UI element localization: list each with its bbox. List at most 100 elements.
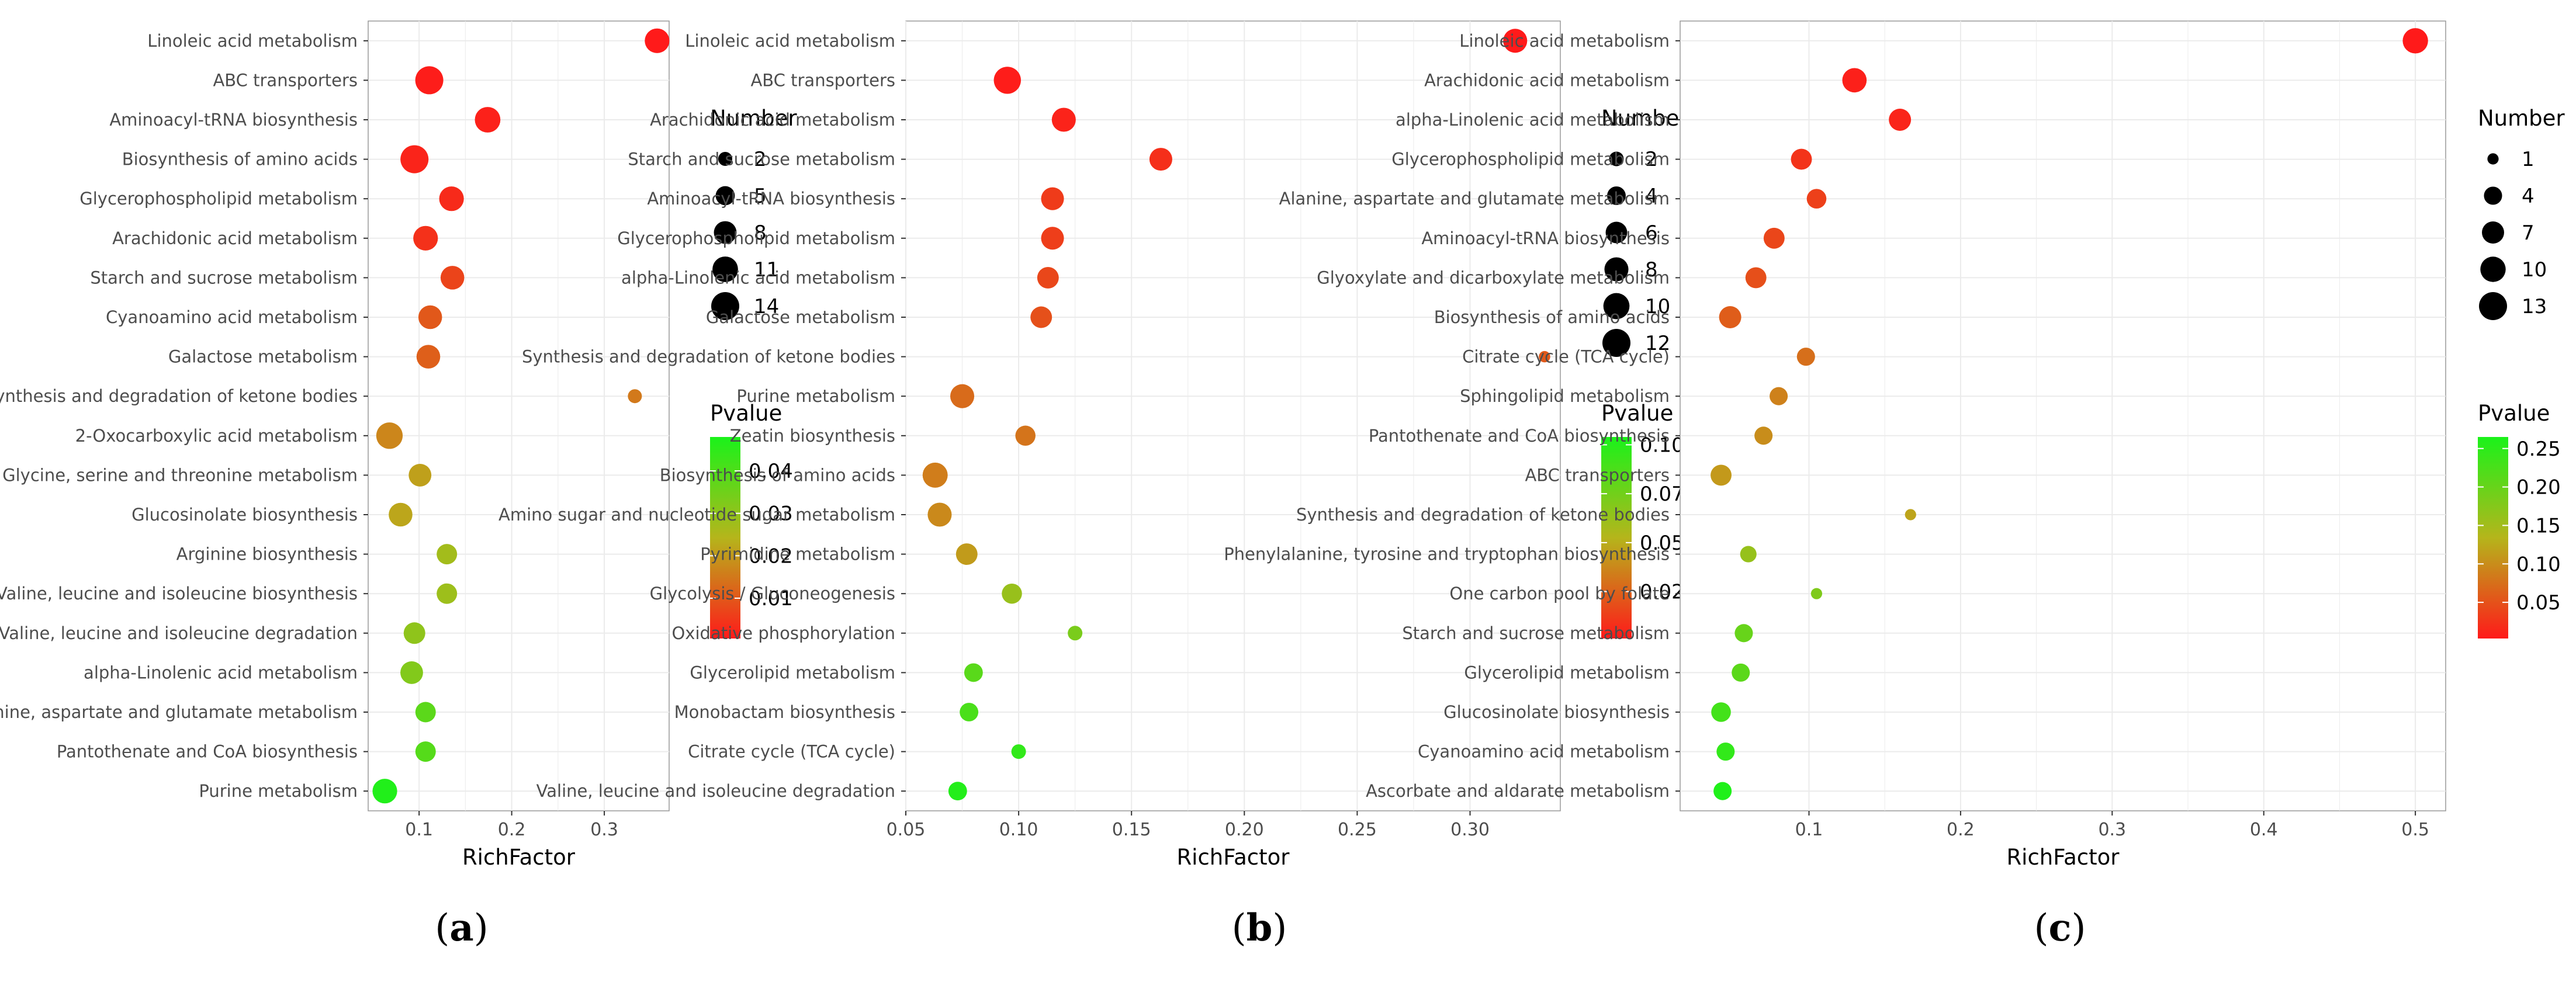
size-legend-dot [711, 292, 739, 320]
x-axis-title: RichFactor [1176, 845, 1290, 870]
data-point [1734, 624, 1753, 643]
data-point [1037, 266, 1059, 289]
data-point [1732, 663, 1750, 682]
size-legend-dot [1602, 329, 1630, 357]
color-legend: Pvalue 0.01 0.02 0.03 0.04 [710, 401, 793, 639]
data-point [1889, 109, 1912, 131]
data-point [376, 422, 403, 449]
data-point [1503, 29, 1528, 53]
category-label: Valine, leucine and isoleucine degradati… [536, 781, 895, 801]
size-legend-label: 1 [2522, 148, 2535, 171]
category-label: Galactose metabolism [168, 347, 358, 367]
x-tick-label: 0.4 [2250, 820, 2278, 840]
panel-label-open: ( [2034, 907, 2049, 950]
grid [905, 21, 1560, 811]
data-point [416, 345, 441, 369]
category-label: Glycolysis / Gluconeogenesis [650, 584, 895, 603]
panel-c: Linoleic acid metabolism Arachidonic acid… [1224, 20, 2565, 950]
category-label: Starch and sucrose metabolism [90, 268, 358, 287]
color-bar-label: 0.03 [749, 502, 793, 526]
category-label: Cyanoamino acid metabolism [106, 307, 358, 327]
panel-label: (b) [1232, 906, 1287, 950]
category-label: Biosynthesis of amino acids [660, 465, 895, 485]
data-point [1740, 546, 1757, 563]
category-label: Sphingolipid metabolism [1460, 386, 1670, 406]
data-point [927, 502, 952, 527]
category-label: Aminoacyl-tRNA biosynthesis [647, 189, 895, 209]
data-point [400, 145, 429, 174]
data-point [439, 186, 464, 211]
size-legend-dot [2480, 256, 2506, 282]
category-label: Arginine biosynthesis [176, 544, 358, 564]
category-label: alpha-Linolenic acid metabolism [621, 268, 895, 287]
panel-label-close: ) [2071, 907, 2086, 950]
size-legend-label: 5 [754, 185, 767, 208]
category-label: Zeatin biosynthesis [730, 426, 895, 446]
size-legend-label: 10 [2522, 258, 2547, 282]
size-legend-label: 14 [754, 295, 779, 318]
x-tick-label: 0.15 [1112, 820, 1151, 840]
category-label: Biosynthesis of amino acids [1434, 307, 1670, 327]
color-legend-title: Pvalue [2478, 401, 2550, 426]
data-point [437, 544, 458, 565]
data-point [1810, 588, 1823, 599]
category-label: Pantothenate and CoA biosynthesis [1369, 426, 1670, 446]
data-point [440, 266, 465, 290]
category-label: Cyanoamino acid metabolism [1418, 742, 1670, 762]
category-label: Linoleic acid metabolism [685, 31, 895, 51]
panel-label-open: ( [1232, 907, 1247, 950]
size-legend-title: Number [710, 106, 797, 131]
data-point [1051, 107, 1076, 132]
size-legend-label: 4 [2522, 185, 2535, 208]
category-label: Pyrimidine metabolism [700, 544, 895, 564]
data-point [415, 66, 444, 95]
category-label: Alanine, aspartate and glutamate metabol… [1279, 189, 1670, 209]
category-label: Glucosinolate biosynthesis [1443, 702, 1670, 722]
category-label: Starch and sucrose metabolism [628, 150, 895, 169]
data-point [1763, 227, 1785, 249]
data-point [475, 107, 501, 133]
size-legend-label: 2 [754, 148, 767, 171]
data-point [1719, 306, 1741, 328]
data-point [964, 663, 983, 682]
category-label: Glycerophospholipid metabolism [617, 228, 895, 248]
panel-a: Linoleic acid metabolism ABC transporters… [0, 20, 797, 950]
category-label: Glycerophospholipid metabolism [79, 189, 358, 209]
size-legend-label: 8 [1645, 258, 1658, 282]
panel-label-letter: a [449, 906, 473, 950]
size-legend: Number 2 4 6 8 10 12 [1601, 106, 1688, 357]
category-label: ABC transporters [213, 70, 358, 90]
panel-b: Linoleic acid metabolism ABC transporters… [498, 20, 1696, 950]
category-label: 2-Oxocarboxylic acid metabolism [75, 426, 358, 446]
category-label: Monobactam biosynthesis [674, 702, 895, 722]
x-tick-label: 0.25 [1338, 820, 1377, 840]
plot-area [1680, 20, 2446, 811]
category-label: ABC transporters [1525, 465, 1670, 485]
x-tick-label: 0.2 [1947, 820, 1975, 840]
category-label: Arachidonic acid metabolism [112, 228, 358, 248]
data-point [415, 741, 436, 762]
size-legend: Number 2 5 8 11 14 [710, 106, 797, 320]
category-label: Glycerophospholipid metabolism [1391, 150, 1670, 169]
size-legend-label: 8 [754, 221, 767, 245]
size-legend-dot [1603, 293, 1630, 320]
data-point [1842, 68, 1867, 93]
x-tick-label: 0.3 [2098, 820, 2126, 840]
color-bar-label: 0.05 [2516, 591, 2561, 615]
color-legend-title: Pvalue [1601, 401, 1673, 426]
panel-label-open: ( [435, 907, 449, 950]
category-label: Citrate cycle (TCA cycle) [688, 742, 895, 762]
data-point [948, 782, 967, 801]
x-tick-label: 0.10 [999, 820, 1038, 840]
data-point [1745, 267, 1767, 289]
panel-label-close: ) [1272, 907, 1287, 950]
color-bar-label: 0.20 [2516, 476, 2561, 499]
color-legend-title: Pvalue [710, 401, 782, 426]
category-label: Glycerolipid metabolism [690, 662, 895, 682]
data-point [1770, 387, 1788, 405]
data-point [2402, 28, 2428, 54]
data-point [403, 622, 425, 644]
category-label: Galactose metabolism [706, 307, 895, 327]
x-tick-label: 0.3 [590, 820, 618, 840]
data-point [1149, 148, 1172, 171]
